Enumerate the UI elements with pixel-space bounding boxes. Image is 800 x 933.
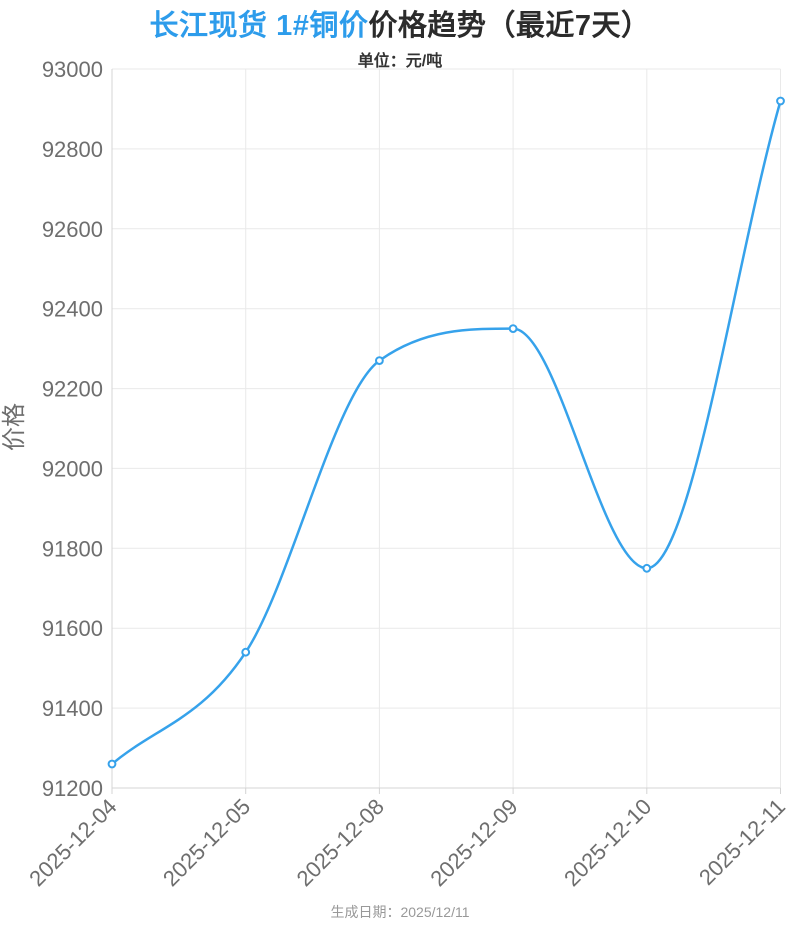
y-tick-label: 93000 xyxy=(42,57,103,82)
y-tick-label: 91600 xyxy=(42,616,103,641)
axis-lines xyxy=(111,69,781,789)
y-tick-label: 92800 xyxy=(42,137,103,162)
y-tick-label: 92600 xyxy=(42,217,103,242)
data-point-marker xyxy=(375,356,384,366)
data-point-marker xyxy=(642,563,652,573)
y-axis-labels: 91200 91400 91600 91800 92000 92200 92400 92600… xyxy=(42,57,103,801)
x-tick-label: 2025-12-09 xyxy=(425,794,522,891)
x-tick-label: 2025-12-05 xyxy=(158,794,255,891)
x-axis-labels: 2025-12-04 2025-12-05 2025-12-08 2025-12-09… xyxy=(24,794,790,891)
grid-lines xyxy=(111,68,781,794)
data-point-marker xyxy=(508,324,518,334)
series-line xyxy=(110,99,782,766)
generated-date: 生成日期：2025/12/11 xyxy=(330,904,470,920)
y-tick-label: 92200 xyxy=(42,377,103,402)
y-tick-label: 91200 xyxy=(42,776,103,801)
x-tick-label: 2025-12-08 xyxy=(292,794,389,891)
data-point-marker xyxy=(241,647,251,657)
y-axis-title: 价格 xyxy=(1,403,28,451)
y-tick-label: 92000 xyxy=(42,456,103,481)
data-points xyxy=(107,96,785,769)
x-tick-label: 2025-12-10 xyxy=(559,794,656,891)
data-point-marker xyxy=(107,759,117,769)
y-tick-label: 92400 xyxy=(42,297,103,322)
x-tick-label: 2025-12-11 xyxy=(694,794,790,890)
x-tick-label: 2025-12-04 xyxy=(24,794,121,891)
y-tick-label: 91400 xyxy=(42,696,103,721)
y-tick-label: 91800 xyxy=(42,536,103,561)
data-point-marker xyxy=(776,96,785,106)
